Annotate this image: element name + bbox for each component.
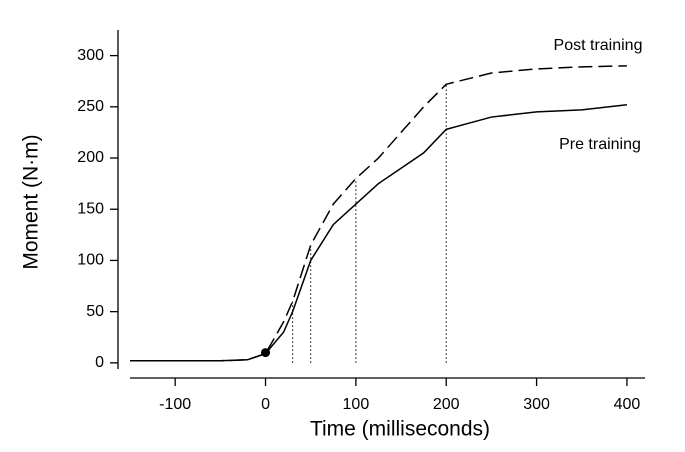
y-tick-label: 200 [77, 149, 104, 166]
x-tick-label: -100 [159, 396, 191, 413]
x-axis-title: Time (milliseconds) [310, 418, 490, 441]
y-tick-label: 150 [77, 200, 104, 217]
y-tick-label: 50 [86, 303, 104, 320]
y-tick-label: 0 [95, 354, 104, 371]
x-tick-label: 100 [343, 396, 370, 413]
y-tick-label: 300 [77, 47, 104, 64]
x-tick-label: 0 [261, 396, 270, 413]
onset-point [261, 348, 271, 358]
y-axis-title: Moment (N·m) [20, 134, 43, 269]
y-tick-label: 100 [77, 252, 104, 269]
x-tick-label: 200 [433, 396, 460, 413]
y-tick-label: 250 [77, 98, 104, 115]
series-label: Pre training [559, 136, 641, 153]
x-tick-label: 300 [523, 396, 550, 413]
series-label: Post training [554, 37, 643, 54]
series-line [130, 104, 628, 362]
series-line [130, 65, 627, 362]
x-tick-label: 400 [614, 396, 641, 413]
